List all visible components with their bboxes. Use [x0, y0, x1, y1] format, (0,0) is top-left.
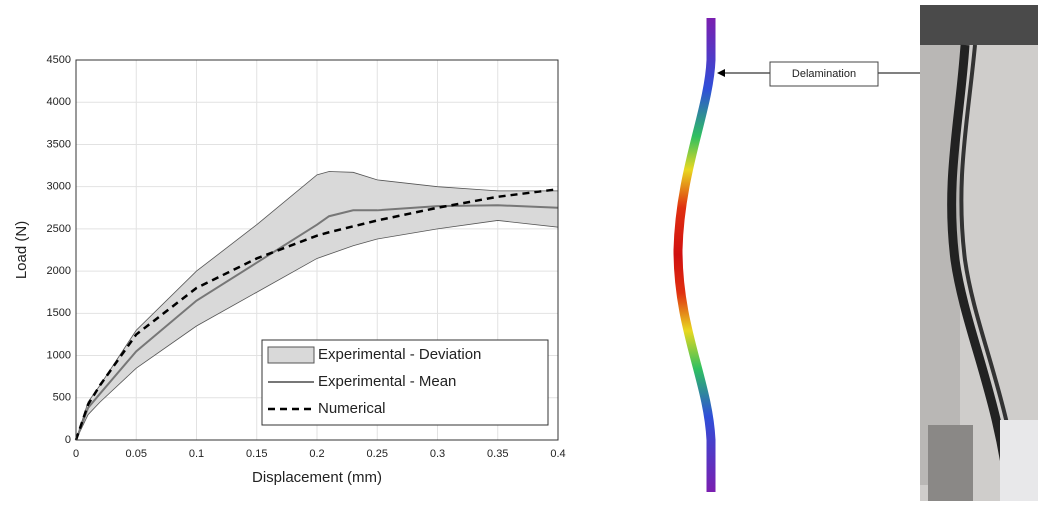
- y-axis-label: Load (N): [13, 221, 30, 279]
- y-tick-label: 2500: [47, 223, 71, 235]
- y-tick-label: 500: [53, 392, 71, 404]
- y-tick-label: 4500: [47, 54, 71, 66]
- y-tick-label: 1000: [47, 349, 71, 361]
- x-tick-label: 0: [73, 448, 79, 460]
- y-tick-label: 3000: [47, 181, 71, 193]
- legend-swatch: [267, 346, 315, 364]
- plot-frame: [75, 59, 559, 441]
- x-tick-label: 0.1: [189, 448, 204, 460]
- series-line: [75, 204, 559, 441]
- y-tick-label: 4000: [47, 96, 71, 108]
- x-tick-label: 0.4: [550, 448, 565, 460]
- y-tick-label: 0: [65, 434, 71, 446]
- photo: [920, 5, 1038, 502]
- series-line: [74, 187, 559, 441]
- annotation: Delamination: [792, 68, 856, 80]
- y-tick-label: 3500: [47, 138, 71, 150]
- legend-label: Experimental - Mean: [318, 373, 456, 390]
- deformed-beam: [673, 18, 716, 492]
- y-tick-label: 2000: [47, 265, 71, 277]
- x-tick-label: 0.25: [367, 448, 388, 460]
- x-tick-label: 0.3: [430, 448, 445, 460]
- x-tick-label: 0.15: [246, 448, 267, 460]
- legend-label: Experimental - Deviation: [318, 346, 481, 363]
- x-axis-label: Displacement (mm): [252, 469, 382, 486]
- x-tick-label: 0.35: [487, 448, 508, 460]
- y-tick-label: 1500: [47, 307, 71, 319]
- x-tick-label: 0.2: [309, 448, 324, 460]
- x-tick-label: 0.05: [126, 448, 147, 460]
- annotation-box: [769, 61, 879, 87]
- legend-label: Numerical: [318, 400, 386, 417]
